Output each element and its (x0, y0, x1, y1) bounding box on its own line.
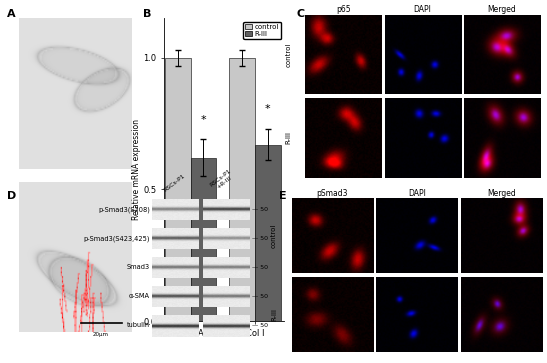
Text: 20μm: 20μm (93, 332, 109, 337)
Text: RSCs-P1
+R-III: RSCs-P1 +R-III (210, 168, 236, 193)
Bar (165, 58, 190, 321)
Bar (255, 145, 281, 321)
Title: Merged: Merged (487, 189, 516, 198)
Text: — 50: — 50 (252, 236, 268, 241)
Text: p-Smad3(S423,425): p-Smad3(S423,425) (83, 235, 150, 242)
Text: — 50: — 50 (252, 294, 268, 299)
Text: R-III: R-III (271, 308, 277, 321)
Text: D: D (7, 191, 16, 201)
Text: E: E (279, 191, 287, 201)
Bar (190, 158, 216, 321)
Legend: control, R-III: control, R-III (243, 22, 281, 39)
Title: Merged: Merged (487, 5, 516, 15)
Text: R-III: R-III (286, 131, 292, 144)
Title: DAPI: DAPI (414, 5, 432, 15)
Title: p65: p65 (336, 5, 351, 15)
Title: pSmad3: pSmad3 (317, 189, 348, 198)
Text: C: C (296, 9, 305, 19)
Text: Smad3: Smad3 (127, 264, 150, 270)
Y-axis label: Relative mRNA expression: Relative mRNA expression (132, 119, 141, 220)
Text: *: * (201, 115, 206, 125)
Text: control: control (271, 223, 277, 248)
Text: — 50: — 50 (252, 207, 268, 212)
Text: α-SMA: α-SMA (129, 293, 150, 299)
Text: — 50: — 50 (252, 265, 268, 270)
Bar (229, 58, 255, 321)
Title: DAPI: DAPI (408, 189, 426, 198)
Text: RSCs-P1: RSCs-P1 (164, 173, 187, 193)
Text: A: A (7, 9, 15, 19)
Text: B: B (143, 9, 152, 19)
Text: p-Smad3(S208): p-Smad3(S208) (98, 206, 150, 213)
Text: tubulin: tubulin (127, 322, 150, 329)
Text: *: * (265, 104, 271, 114)
Text: — 50: — 50 (252, 323, 268, 328)
Text: control: control (286, 42, 292, 67)
